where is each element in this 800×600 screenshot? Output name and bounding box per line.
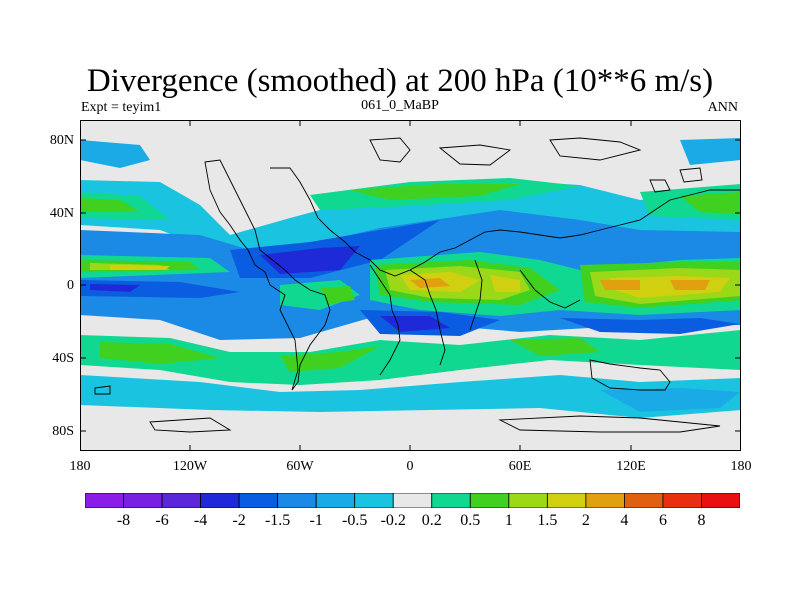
colorbar-label: 2 xyxy=(581,512,590,529)
y-tick-80n: 80N xyxy=(49,133,74,148)
season-label: ANN xyxy=(707,100,738,115)
contour-neg-deep-central xyxy=(80,220,740,336)
contour-neg-nh-band xyxy=(80,180,741,255)
filled-contours xyxy=(80,138,741,418)
colorbar-box xyxy=(238,493,279,508)
colorbar-box xyxy=(123,493,163,508)
colorbar-box xyxy=(200,493,240,508)
colorbar-label: -0.5 xyxy=(342,512,368,529)
x-tick-180e: 180 xyxy=(730,459,752,474)
axis-ticks xyxy=(80,120,741,451)
x-tick-0: 0 xyxy=(406,459,414,474)
colorbar-box xyxy=(701,493,740,508)
divergence-map xyxy=(80,120,741,451)
colorbar-label: -8 xyxy=(116,512,131,529)
colorbar-box xyxy=(508,493,548,508)
experiment-label: Expt = teyim1 xyxy=(81,100,162,115)
x-tick-180w: 180 xyxy=(69,459,91,474)
colorbar-label: 4 xyxy=(620,512,629,529)
colorbar-label: -6 xyxy=(155,512,169,529)
colorbar-label: 8 xyxy=(697,512,706,529)
colorbar-label: 0.5 xyxy=(460,512,481,529)
colorbar-label: 0.2 xyxy=(421,512,442,529)
x-tick-60e: 60E xyxy=(508,459,532,474)
contour-neg-core xyxy=(90,246,450,332)
x-tick-120e: 120E xyxy=(616,459,646,474)
colorbar-box xyxy=(161,493,201,508)
colorbar-box xyxy=(431,493,471,508)
colorbar-label: 1 xyxy=(504,512,513,529)
contour-neg-arctic-west xyxy=(80,140,150,168)
colorbar-label: 1.5 xyxy=(537,512,558,529)
colorbar-label: -0.2 xyxy=(380,512,406,529)
colorbar-box xyxy=(624,493,664,508)
colorbar-label: 6 xyxy=(658,512,667,529)
colorbar xyxy=(85,493,740,508)
colorbar-box xyxy=(392,493,433,508)
colorbar-box xyxy=(662,493,702,508)
colorbar-label: -2 xyxy=(232,512,246,529)
period-label: 061_0_MaBP xyxy=(361,98,439,113)
coastlines xyxy=(94,137,741,433)
colorbar-box xyxy=(354,493,394,508)
contour-neg-arctic-east xyxy=(680,138,741,165)
colorbar-box xyxy=(315,493,356,508)
y-tick-0: 0 xyxy=(67,278,74,293)
y-tick-40n: 40N xyxy=(49,206,74,221)
contour-pos-nh-green xyxy=(80,184,741,214)
colorbar-box xyxy=(546,493,587,508)
contour-neg-sh-mid xyxy=(600,388,740,412)
contour-pos-sh-green xyxy=(100,338,600,372)
colorbar-box xyxy=(277,493,317,508)
contour-pos-equator-orange xyxy=(410,278,710,290)
colorbar-label: -4 xyxy=(193,512,208,529)
plot-title: Divergence (smoothed) at 200 hPa (10**6 … xyxy=(86,63,714,99)
colorbar-box xyxy=(469,493,510,508)
contour-neg-sh-high xyxy=(80,375,741,418)
colorbar-box xyxy=(585,493,625,508)
colorbar-label: -1 xyxy=(309,512,323,529)
colorbar-box xyxy=(85,493,124,508)
x-tick-60w: 60W xyxy=(286,459,314,474)
y-tick-80s: 80S xyxy=(52,424,74,439)
x-tick-120w: 120W xyxy=(172,459,208,474)
y-tick-40s: 40S xyxy=(52,351,74,366)
colorbar-label: -1.5 xyxy=(264,512,291,529)
